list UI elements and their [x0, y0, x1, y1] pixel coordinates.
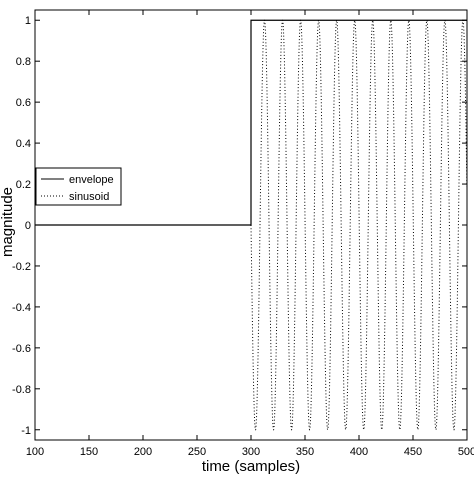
x-tick-label: 150 — [80, 446, 98, 458]
series-layer — [35, 19, 468, 431]
ticks-layer: 100 150 200 250 300 350 400 450 500 -1 -0.8 -0.6 -0.… — [12, 10, 474, 458]
legend-box — [35, 167, 122, 206]
legend-label-envelope: envelope — [69, 174, 114, 186]
legend: envelope sinusoid — [35, 167, 122, 206]
x-tick-label: 100 — [26, 446, 44, 458]
x-tick-label: 450 — [404, 446, 422, 458]
y-tick-label: 0.8 — [16, 56, 31, 68]
x-tick-label: 500 — [458, 446, 474, 458]
x-tick-label: 400 — [350, 446, 368, 458]
legend-label-sinusoid: sinusoid — [69, 191, 109, 203]
y-tick-label: -0.8 — [12, 384, 31, 396]
y-tick-label: 0 — [25, 220, 31, 232]
y-tick-label: -0.4 — [12, 302, 31, 314]
series-line-sinusoid — [250, 19, 468, 431]
series-line-envelope — [35, 19, 467, 226]
y-tick-label: -0.2 — [12, 261, 31, 273]
x-tick-label: 250 — [188, 446, 206, 458]
y-tick-label: 0.4 — [16, 138, 31, 150]
y-tick-label: -0.6 — [12, 343, 31, 355]
y-tick-label: 0.2 — [16, 179, 31, 191]
y-tick-label: 0.6 — [16, 97, 31, 109]
y-axis-label: magnitude — [0, 187, 16, 257]
y-tick-label: -1 — [21, 425, 31, 437]
x-tick-label: 350 — [296, 446, 314, 458]
x-axis-label: time (samples) — [202, 458, 300, 475]
x-tick-label: 300 — [242, 446, 260, 458]
y-tick-label: 1 — [25, 15, 31, 27]
x-tick-label: 200 — [134, 446, 152, 458]
